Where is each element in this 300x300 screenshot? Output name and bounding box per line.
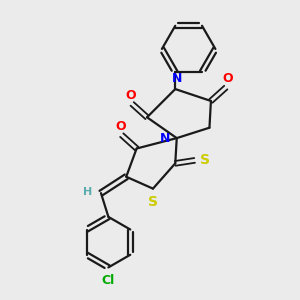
Text: S: S [200,153,210,167]
Text: O: O [115,120,126,133]
Text: N: N [172,72,182,85]
Text: H: H [83,187,93,196]
Text: N: N [160,132,170,145]
Text: Cl: Cl [102,274,115,287]
Text: S: S [148,195,158,209]
Text: O: O [125,88,136,102]
Text: O: O [222,72,232,85]
